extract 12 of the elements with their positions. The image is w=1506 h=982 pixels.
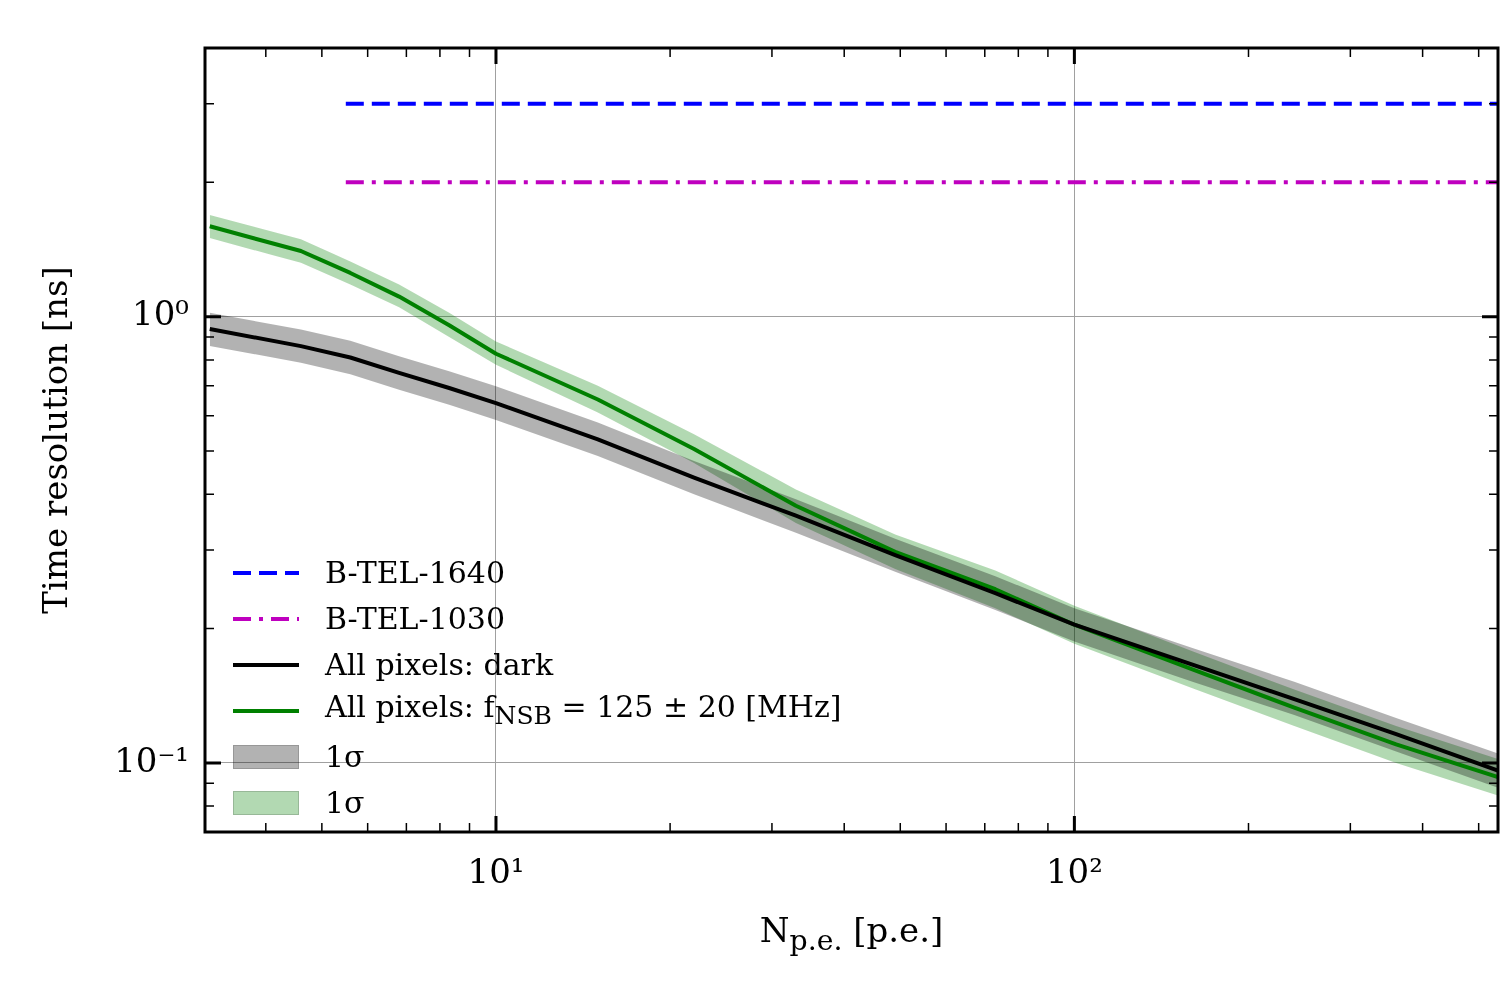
legend-label: B-TEL-1640 xyxy=(325,554,505,592)
y-axis-title: Time resolution [ns] xyxy=(34,266,75,614)
y-tick-label: 10⁰ xyxy=(132,293,189,334)
x-tick-label: 10¹ xyxy=(467,851,525,892)
annotation: 1σ xyxy=(325,784,365,822)
x-tick-label: 10² xyxy=(1045,851,1103,892)
legend-label: All pixels: f$_{NSB}$ = 125 ± 20 [MHz] xyxy=(325,687,842,732)
legend-label: All pixels: dark xyxy=(325,646,554,684)
annotation: 1σ xyxy=(325,738,365,776)
y-tick-label: 10⁻¹ xyxy=(114,739,189,780)
legend-label: B-TEL-1030 xyxy=(325,600,505,638)
x-axis-title: N$_{p.e.}$ [p.e.] xyxy=(759,910,944,957)
